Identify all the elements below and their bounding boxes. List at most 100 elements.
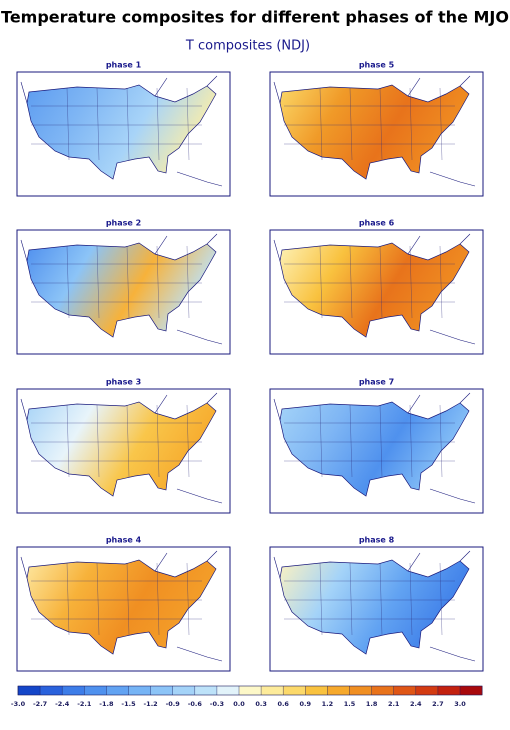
- state-line: [319, 562, 323, 636]
- state-line: [349, 87, 353, 161]
- state-line: [126, 404, 130, 478]
- land: [279, 242, 470, 338]
- colorbar-box: [261, 686, 284, 695]
- colorbar-tick-label: -2.4: [55, 700, 70, 708]
- state-line: [96, 404, 100, 478]
- state-line: [126, 87, 130, 161]
- panel-title: phase 2: [106, 219, 141, 228]
- land: [26, 401, 217, 497]
- state-line: [156, 245, 160, 319]
- land: [26, 84, 217, 180]
- colorbar-tick-label: -1.2: [143, 700, 157, 708]
- colorbar-box: [40, 686, 63, 695]
- colorbar-tick-label: -2.7: [33, 700, 47, 708]
- state-line: [156, 562, 160, 636]
- colorbar-tick-label: 0.3: [255, 700, 267, 708]
- state-line: [96, 245, 100, 319]
- state-line: [66, 245, 70, 319]
- colorbar-box: [18, 686, 41, 695]
- panel-title: phase 4: [106, 536, 142, 545]
- state-line: [66, 87, 70, 161]
- map: [20, 75, 223, 187]
- colorbar-box: [371, 686, 394, 695]
- state-line: [186, 245, 190, 319]
- colorbar-tick-label: -0.9: [166, 700, 181, 708]
- state-line: [156, 87, 160, 161]
- map: [20, 550, 223, 662]
- colorbar-box: [84, 686, 107, 695]
- state-line: [379, 87, 383, 161]
- state-line: [439, 404, 443, 478]
- coast: [20, 75, 223, 187]
- colorbar-tick-label: 2.4: [410, 700, 422, 708]
- colorbar-box: [460, 686, 483, 695]
- coast: [20, 392, 223, 504]
- colorbar-tick-label: -0.3: [210, 700, 224, 708]
- state-line: [379, 404, 383, 478]
- colorbar-box: [437, 686, 461, 695]
- map: [273, 550, 476, 662]
- colorbar-box: [239, 686, 262, 695]
- state-line: [126, 562, 130, 636]
- state-line: [186, 87, 190, 161]
- coast: [273, 392, 476, 504]
- land: [26, 242, 217, 338]
- state-line: [379, 245, 383, 319]
- colorbar-tick-label: 1.8: [366, 700, 378, 708]
- colorbar-box: [194, 686, 218, 695]
- state-line: [96, 562, 100, 636]
- colorbar-tick-label: -3.0: [11, 700, 26, 708]
- colorbar-box: [349, 686, 372, 695]
- state-line: [319, 245, 323, 319]
- coast: [20, 550, 223, 662]
- colorbar-tick-label: 1.5: [344, 700, 356, 708]
- state-line: [409, 87, 413, 161]
- state-line: [66, 404, 70, 478]
- coast: [273, 75, 476, 187]
- panel-title: phase 1: [106, 61, 142, 70]
- land: [279, 84, 470, 180]
- coast: [20, 233, 223, 345]
- colorbar-tick-label: 0.9: [300, 700, 312, 708]
- land: [279, 559, 470, 655]
- colorbar-box: [305, 686, 328, 695]
- panel-title: phase 3: [106, 378, 141, 387]
- colorbar-tick-label: 3.0: [454, 700, 466, 708]
- state-line: [186, 404, 190, 478]
- map: [273, 392, 476, 504]
- colorbar-tick-label: 1.2: [322, 700, 334, 708]
- map: [273, 233, 476, 345]
- land: [26, 559, 217, 655]
- colorbar-tick-label: 2.1: [388, 700, 400, 708]
- state-line: [349, 404, 353, 478]
- state-line: [66, 562, 70, 636]
- state-line: [409, 404, 413, 478]
- colorbar-box: [150, 686, 173, 695]
- colorbar-tick-label: 2.7: [432, 700, 444, 708]
- map: [20, 233, 223, 345]
- state-line: [156, 404, 160, 478]
- colorbar-tick-label: -0.6: [188, 700, 203, 708]
- panel-title: phase 5: [359, 61, 395, 70]
- colorbar-box: [327, 686, 350, 695]
- colorbar-box: [283, 686, 306, 695]
- colorbar-tick-label: -1.5: [121, 700, 136, 708]
- figure-title: Temperature composites for different pha…: [1, 8, 509, 27]
- state-line: [349, 245, 353, 319]
- colorbar-box: [216, 686, 240, 695]
- state-line: [319, 87, 323, 161]
- state-line: [349, 562, 353, 636]
- map: [20, 392, 223, 504]
- map: [273, 75, 476, 187]
- panel-title: phase 6: [359, 219, 395, 228]
- colorbar-tick-label: -2.1: [77, 700, 92, 708]
- state-line: [439, 87, 443, 161]
- colorbar-box: [415, 686, 439, 695]
- colorbar-tick-label: 0.0: [233, 700, 245, 708]
- panel-title: phase 7: [359, 378, 394, 387]
- figure-subtitle: T composites (NDJ): [185, 39, 310, 54]
- state-line: [96, 87, 100, 161]
- state-line: [409, 562, 413, 636]
- colorbar-box: [128, 686, 151, 695]
